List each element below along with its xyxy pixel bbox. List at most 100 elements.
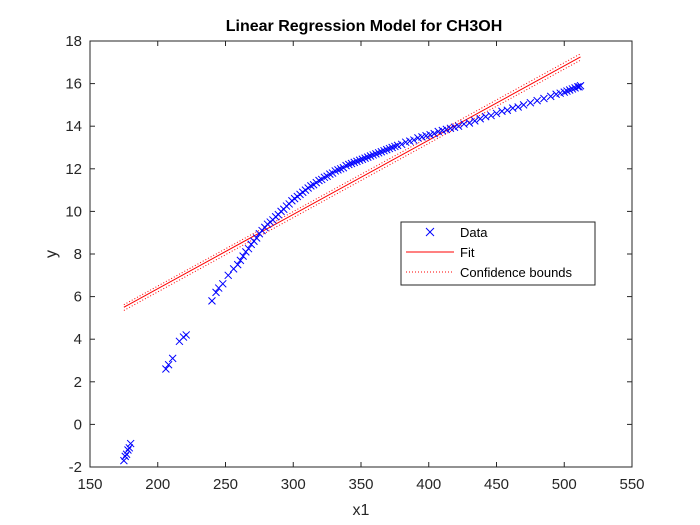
data-point: [239, 252, 247, 260]
data-point: [533, 96, 542, 105]
data-point: [325, 170, 334, 178]
data-point: [122, 450, 131, 459]
legend-data-label: Data: [460, 225, 488, 240]
data-point: [233, 260, 242, 269]
y-tick-label: -2: [69, 459, 82, 476]
data-point: [361, 154, 369, 163]
data-point: [162, 365, 170, 373]
data-point: [380, 146, 388, 155]
x-tick-label: 450: [484, 476, 509, 493]
data-point: [120, 456, 128, 465]
data-point: [568, 85, 577, 93]
fit-line: [123, 56, 581, 308]
data-point: [125, 443, 134, 452]
data-point: [377, 147, 386, 156]
data-point: [519, 101, 528, 109]
data-point: [369, 151, 378, 159]
data-point: [382, 145, 391, 154]
x-tick-label: 500: [552, 476, 577, 493]
data-point: [385, 144, 394, 153]
data-point: [168, 354, 177, 363]
legend-confidence-label: Confidence bounds: [460, 265, 573, 280]
y-tick-label: 6: [74, 289, 82, 306]
data-point: [164, 360, 173, 369]
fit-series: [123, 53, 581, 311]
data-point: [476, 114, 485, 123]
data-point: [454, 122, 463, 131]
y-tick-label: 10: [65, 203, 82, 220]
data-point: [342, 161, 350, 170]
data-point: [344, 160, 353, 169]
data-point: [492, 109, 501, 118]
data-point: [355, 156, 364, 165]
data-point: [353, 157, 361, 166]
y-tick-label: 8: [74, 246, 82, 263]
data-point: [526, 98, 535, 107]
data-point: [563, 87, 571, 95]
data-point: [307, 181, 315, 190]
data-point: [208, 297, 216, 305]
data-point: [124, 446, 132, 454]
data-point: [336, 164, 345, 173]
data-point: [224, 271, 233, 280]
legend-fit-label: Fit: [460, 245, 475, 260]
x-tick-label: 150: [77, 476, 102, 493]
data-point: [409, 136, 418, 144]
data-point: [334, 166, 342, 174]
data-point: [182, 331, 191, 339]
data-point: [121, 452, 130, 461]
data-point: [560, 88, 569, 96]
data-point: [320, 173, 329, 182]
legend: Data Fit Confidence bounds: [400, 221, 596, 286]
y-tick-label: 2: [74, 374, 82, 391]
x-tick-label: 550: [619, 476, 644, 493]
data-point: [565, 86, 574, 94]
data-point: [391, 142, 399, 151]
data-point: [347, 159, 356, 168]
data-point: [503, 106, 512, 115]
y-tick-label: 14: [65, 118, 82, 135]
legend-box: [400, 221, 596, 286]
y-axis-label: y: [43, 250, 60, 258]
data-point: [366, 152, 375, 160]
data-point: [465, 119, 474, 127]
data-point: [212, 288, 220, 297]
x-tick-label: 350: [348, 476, 373, 493]
y-tick-label: 16: [65, 76, 82, 93]
x-tick-label: 400: [416, 476, 441, 493]
data-point: [218, 279, 227, 288]
chart-title: Linear Regression Model for CH3OH: [226, 18, 503, 35]
data-point: [576, 81, 585, 90]
tick-group: 150 200 250 300 350 400 450 500 550 -2 0 2 4 6 8 10 12 14…: [65, 33, 644, 493]
data-point: [546, 92, 555, 101]
data-series: [120, 81, 585, 465]
data-point: [397, 140, 406, 149]
data-point: [315, 176, 323, 185]
data-point: [244, 244, 253, 253]
data-point: [126, 439, 135, 448]
x-tick-label: 200: [145, 476, 170, 493]
data-point: [374, 148, 383, 157]
y-tick-label: 12: [65, 161, 82, 178]
data-point: [540, 94, 548, 103]
y-tick-label: 18: [65, 33, 82, 50]
data-point: [573, 82, 582, 91]
x-tick-label: 250: [213, 476, 238, 493]
data-point: [470, 117, 479, 125]
y-tick-label: 0: [74, 416, 82, 433]
data-point: [350, 158, 359, 167]
data-point: [487, 111, 495, 120]
data-point: [388, 143, 397, 152]
x-axis-label: x1: [353, 502, 370, 519]
data-point: [236, 256, 245, 265]
data-point: [430, 129, 439, 138]
data-point: [252, 234, 261, 242]
data-point: [358, 155, 367, 164]
data-point: [363, 153, 372, 161]
legend-data-marker: [425, 227, 435, 237]
y-tick-label: 4: [74, 331, 82, 348]
x-tick-label: 300: [281, 476, 306, 493]
data-point: [372, 150, 380, 158]
